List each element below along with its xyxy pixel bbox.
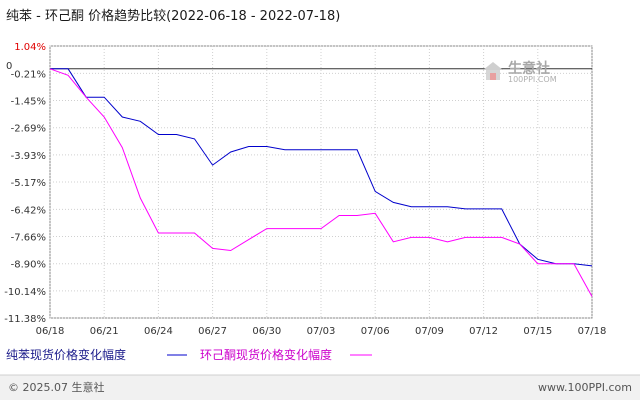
zero-label: 0 xyxy=(6,61,12,72)
watermark: 生意社 100PPI.COM xyxy=(483,60,557,84)
y-tick-label: -11.38% xyxy=(4,314,46,325)
watermark-url: 100PPI.COM xyxy=(508,75,557,84)
legend: 纯苯现货价格变化幅度 环己酮现货价格变化幅度 xyxy=(6,347,372,362)
y-tick-label: -3.93% xyxy=(11,151,46,162)
y-tick-label: -8.90% xyxy=(11,260,46,271)
y-tick-label: -6.42% xyxy=(11,205,46,216)
y-tick-label: -7.66% xyxy=(11,233,46,244)
y-tick-label: -0.21% xyxy=(11,69,46,80)
x-tick-label: 07/09 xyxy=(415,326,444,337)
y-tick-labels: 1.04% -0.21% -1.45% -2.69% -3.93% -5.17% -6.42… xyxy=(4,42,46,325)
x-tick-label: 07/03 xyxy=(307,326,336,337)
chart-title-main: 纯苯 - 环己酮 价格趋势比较 xyxy=(6,9,167,24)
y-tick-label: -5.17% xyxy=(11,178,46,189)
legend-label-series-2: 环己酮现货价格变化幅度 xyxy=(200,347,332,362)
chart-date-range: (2022-06-18 - 2022-07-18) xyxy=(166,9,341,24)
footer-bar xyxy=(0,375,640,400)
x-tick-label: 07/06 xyxy=(361,326,390,337)
series-layer xyxy=(49,68,593,297)
x-tick-label: 06/30 xyxy=(252,326,281,337)
x-tick-label: 06/27 xyxy=(198,326,227,337)
x-tick-labels: 06/18 06/21 06/24 06/27 06/30 07/03 07/06 07/09… xyxy=(36,326,607,337)
y-tick-label: -10.14% xyxy=(4,287,46,298)
x-tick-label: 06/21 xyxy=(90,326,119,337)
watermark-brand: 生意社 xyxy=(508,60,550,77)
legend-label-series-1: 纯苯现货价格变化幅度 xyxy=(6,347,126,362)
x-tick-label: 07/15 xyxy=(523,326,552,337)
x-tick-label: 06/18 xyxy=(36,326,65,337)
x-tick-label: 07/18 xyxy=(578,326,607,337)
footer-url: www.100PPI.com xyxy=(538,381,632,394)
footer-copyright: © 2025.07 生意社 xyxy=(8,380,104,394)
x-tick-label: 07/12 xyxy=(469,326,498,337)
watermark-logo-icon xyxy=(483,62,503,80)
series-line-1 xyxy=(50,68,593,267)
chart-title: 纯苯 - 环己酮 价格趋势比较(2022-06-18 - 2022-07-18) xyxy=(6,5,340,24)
grid-layer xyxy=(49,45,593,319)
y-tick-label: 1.04% xyxy=(14,42,46,53)
x-tick-label: 06/24 xyxy=(144,326,173,337)
series-line-2 xyxy=(49,68,593,297)
y-tick-label: -2.69% xyxy=(11,124,46,135)
y-tick-label: -1.45% xyxy=(11,97,46,108)
